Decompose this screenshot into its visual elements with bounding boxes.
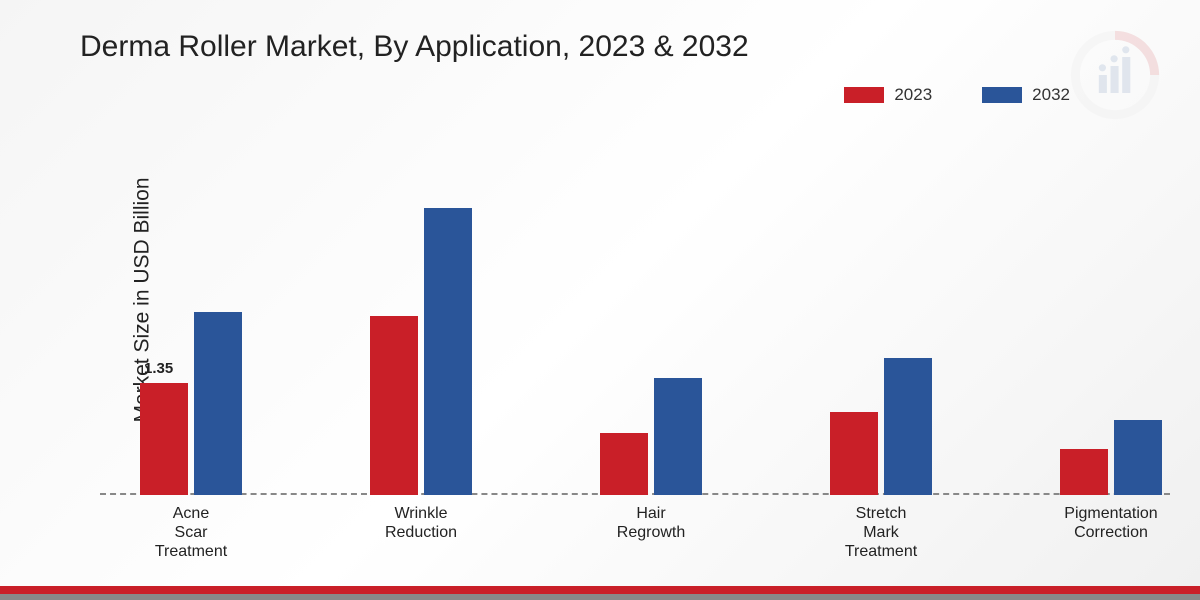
bar xyxy=(424,208,472,496)
bar xyxy=(140,383,188,496)
footer-grey-stripe xyxy=(0,594,1200,600)
bar xyxy=(1060,449,1108,495)
bar xyxy=(370,316,418,495)
bar-group xyxy=(600,378,702,495)
bar-group xyxy=(1060,420,1162,495)
bar xyxy=(600,433,648,496)
bar xyxy=(654,378,702,495)
x-axis-label: Hair Regrowth xyxy=(617,504,685,542)
x-axis-labels: Acne Scar Treatment Wrinkle Reduction Hair… xyxy=(100,500,1170,570)
bar-value-label: 1.35 xyxy=(144,360,173,377)
legend-swatch-2032 xyxy=(982,87,1022,103)
bar xyxy=(884,358,932,496)
legend-item-2032: 2032 xyxy=(982,85,1070,105)
bar-group xyxy=(140,312,242,495)
bar-group xyxy=(370,208,472,496)
x-axis-label: Acne Scar Treatment xyxy=(155,504,227,562)
chart-title: Derma Roller Market, By Application, 202… xyxy=(80,30,749,64)
x-axis-label: Stretch Mark Treatment xyxy=(845,504,917,562)
legend: 2023 2032 xyxy=(844,85,1070,105)
footer-bar xyxy=(0,586,1200,600)
watermark-logo xyxy=(1070,30,1160,120)
legend-label-2032: 2032 xyxy=(1032,85,1070,105)
legend-item-2023: 2023 xyxy=(844,85,932,105)
bar-group xyxy=(830,358,932,496)
bar-chart: 1.35 xyxy=(100,145,1170,495)
legend-label-2023: 2023 xyxy=(894,85,932,105)
legend-swatch-2023 xyxy=(844,87,884,103)
x-axis-label: Wrinkle Reduction xyxy=(385,504,457,542)
bar xyxy=(194,312,242,495)
footer-red-stripe xyxy=(0,586,1200,594)
bar xyxy=(830,412,878,495)
x-axis-label: Pigmentation Correction xyxy=(1064,504,1157,542)
bar xyxy=(1114,420,1162,495)
